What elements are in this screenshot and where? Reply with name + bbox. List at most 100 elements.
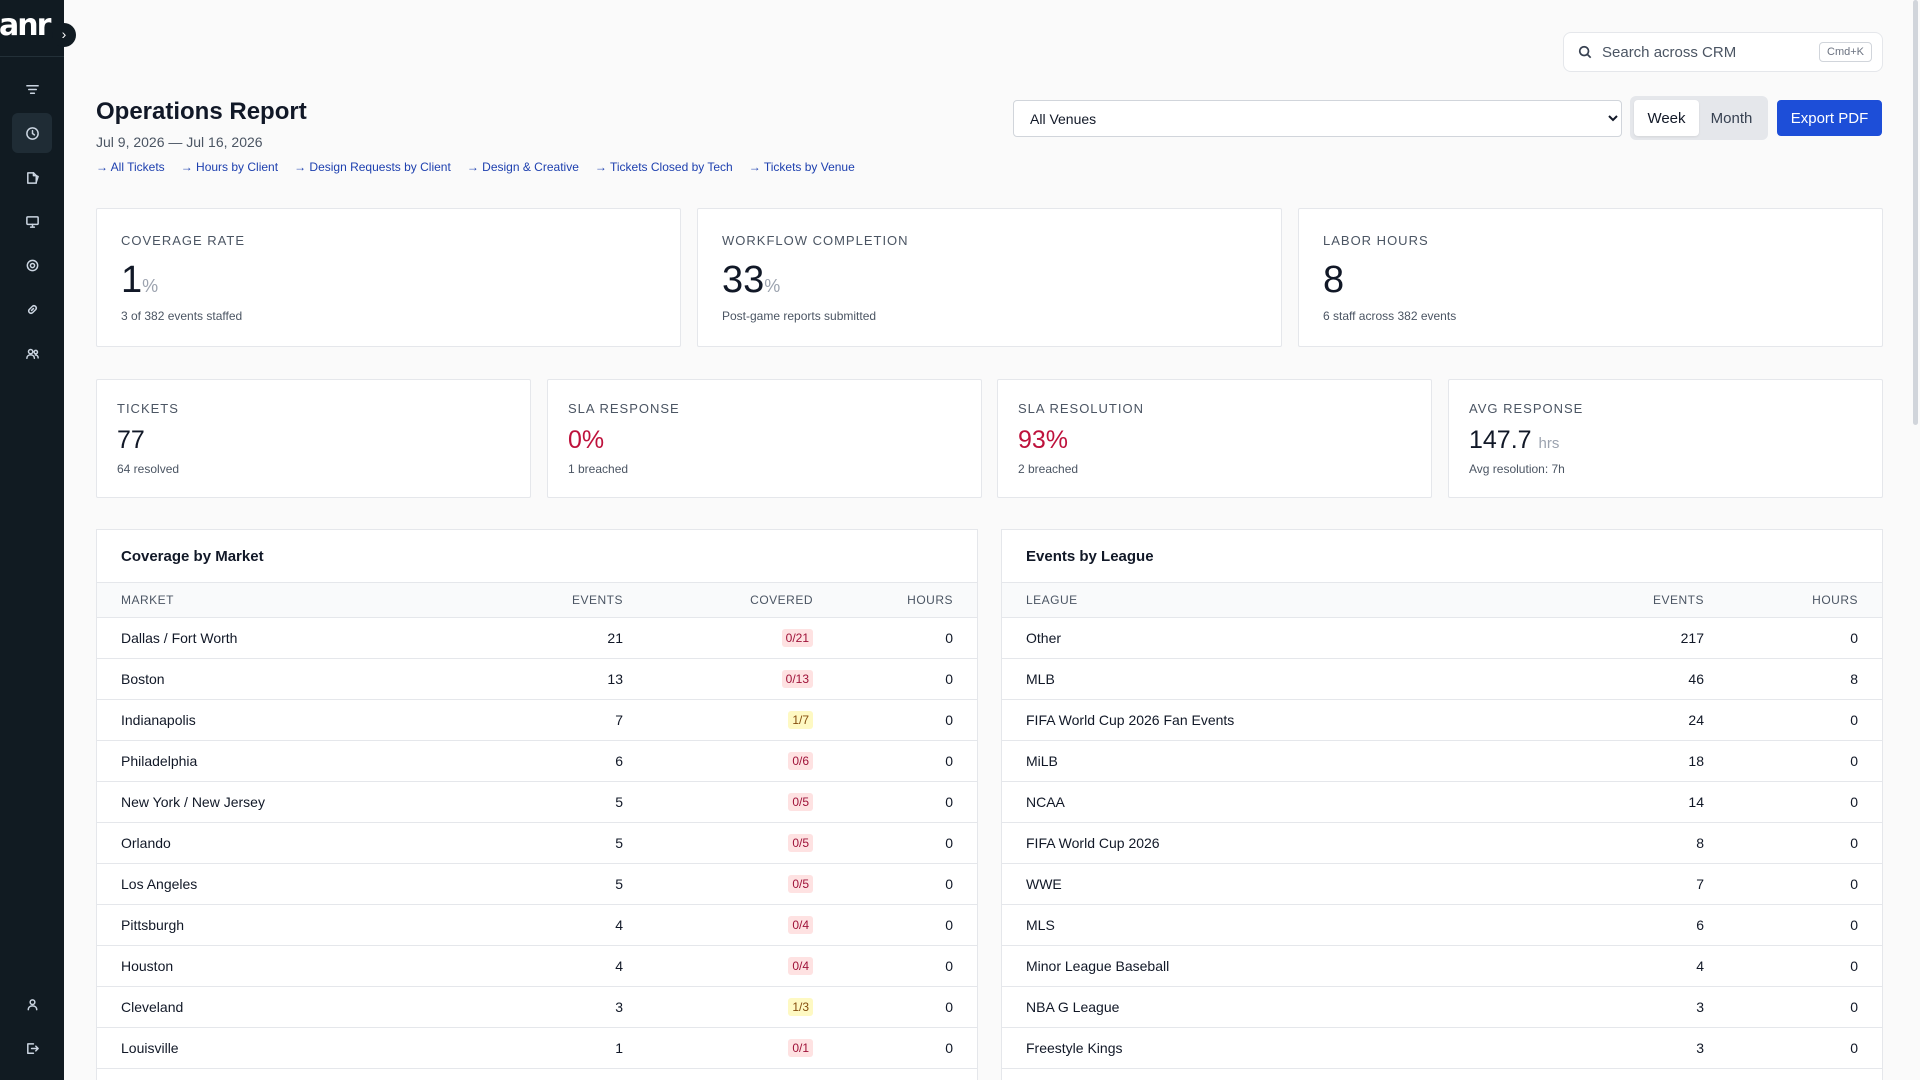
market-name: Philadelphia <box>121 752 198 769</box>
table-row[interactable]: New York / New Jersey 5 0/5 0 <box>97 781 977 822</box>
kpi-sla-resolution: SLA Resolution 93% 2 breached <box>997 379 1432 498</box>
kpi-number: 0% <box>568 426 605 454</box>
table-row[interactable]: WWE 7 0 <box>1002 863 1882 904</box>
league-hours: 0 <box>1850 1039 1858 1056</box>
kpi-label: Avg Response <box>1469 401 1584 416</box>
league-events: 24 <box>1688 711 1704 728</box>
sidebar-item-team[interactable] <box>12 333 52 373</box>
sidebar-item-integrations[interactable] <box>12 289 52 329</box>
user-icon <box>27 998 37 1010</box>
coverage-badge: 0/4 <box>788 915 813 934</box>
column-header-market[interactable]: Market <box>121 592 175 607</box>
page-scrollbar[interactable] <box>1913 0 1918 425</box>
market-events: 21 <box>607 629 623 646</box>
panel-title: Events by League <box>1002 530 1882 583</box>
table-row[interactable]: Cleveland 3 1/3 0 <box>97 986 977 1027</box>
sidebar: anr <box>0 0 64 1080</box>
sidebar-item-logout[interactable] <box>12 1028 52 1068</box>
table-row[interactable]: Philadelphia 6 0/6 0 <box>97 740 977 781</box>
table-row[interactable]: MiLB 18 0 <box>1002 740 1882 781</box>
market-hours: 0 <box>945 752 953 769</box>
league-name: NCAA <box>1026 793 1065 810</box>
table-row[interactable]: Freestyle Kings 3 0 <box>1002 1027 1882 1068</box>
table-row[interactable]: FIFA World Cup 2026 8 0 <box>1002 822 1882 863</box>
link-icon <box>27 304 37 314</box>
table-row[interactable]: MLB 46 8 <box>1002 658 1882 699</box>
sidebar-item-filters[interactable] <box>12 69 52 109</box>
table-row[interactable]: Orlando 5 0/5 0 <box>97 822 977 863</box>
league-events: 14 <box>1688 793 1704 810</box>
sidebar-collapse-button[interactable]: › <box>52 23 76 47</box>
market-covered: 1/7 <box>623 699 813 740</box>
league-hours: 0 <box>1850 629 1858 646</box>
kpi-avg-response: Avg Response 147.7 hrs Avg resolution: 7… <box>1448 379 1883 498</box>
table-header-row: League Events Hours <box>1002 583 1882 617</box>
market-hours: 0 <box>945 670 953 687</box>
kpi-label: Coverage Rate <box>121 233 246 248</box>
kpi-unit: % <box>764 276 781 296</box>
table-row[interactable]: Pittsburgh 4 0/4 0 <box>97 904 977 945</box>
kpi-subtext: 3 of 382 events staffed <box>121 309 243 323</box>
link-design-requests-by-client[interactable]: Design Requests by Client <box>294 160 450 174</box>
market-covered: 0/5 <box>623 863 813 904</box>
kpi-unit: hrs <box>1538 435 1560 452</box>
link-hours-by-client[interactable]: Hours by Client <box>181 160 278 174</box>
venue-select[interactable]: All Venues <box>1013 100 1622 137</box>
league-hours: 0 <box>1850 875 1858 892</box>
league-events: 46 <box>1688 670 1704 687</box>
market-events: 6 <box>615 752 623 769</box>
sidebar-item-documents[interactable] <box>12 157 52 197</box>
market-events: 13 <box>607 670 623 687</box>
table-row[interactable]: NBA G League 3 0 <box>1002 986 1882 1027</box>
league-hours: 0 <box>1850 752 1858 769</box>
kpi-subtext: 2 breached <box>1018 462 1079 476</box>
coverage-badge: 0/5 <box>788 833 813 852</box>
table-row[interactable]: Indianapolis 7 1/7 0 <box>97 699 977 740</box>
market-hours: 0 <box>945 711 953 728</box>
sidebar-item-profile[interactable] <box>12 984 52 1024</box>
link-design-creative[interactable]: Design & Creative <box>467 160 579 174</box>
export-pdf-button[interactable]: Export PDF <box>1777 100 1882 136</box>
table-row[interactable]: Minor League Baseball 4 0 <box>1002 945 1882 986</box>
users-icon <box>25 348 39 359</box>
brand-logo[interactable]: anr <box>0 12 64 46</box>
table-row[interactable]: MLS 6 0 <box>1002 904 1882 945</box>
market-hours: 0 <box>945 834 953 851</box>
search-input[interactable] <box>1602 43 1812 61</box>
table-row[interactable]: Los Angeles 5 0/5 0 <box>97 863 977 904</box>
sidebar-item-reports[interactable] <box>12 113 52 153</box>
period-month-button[interactable]: Month <box>1710 109 1753 127</box>
link-all-tickets[interactable]: All Tickets <box>96 160 165 174</box>
link-tickets-closed-by-tech[interactable]: Tickets Closed by Tech <box>595 160 733 174</box>
market-events: 5 <box>615 834 623 851</box>
column-header-events[interactable]: Events <box>571 592 623 607</box>
table-row[interactable]: NCAA 14 0 <box>1002 781 1882 822</box>
global-search[interactable]: Cmd+K <box>1563 32 1883 72</box>
coverage-badge: 0/6 <box>788 751 813 770</box>
league-name: Other <box>1026 629 1062 646</box>
events-by-league-panel: Events by League League Events Hours Oth… <box>1001 529 1883 1080</box>
sidebar-item-displays[interactable] <box>12 201 52 241</box>
table-header-row: Market Events Covered Hours <box>97 583 977 617</box>
sidebar-item-settings[interactable] <box>12 245 52 285</box>
table-row[interactable]: Other 217 0 <box>1002 617 1882 658</box>
column-header-league[interactable]: League <box>1026 592 1078 607</box>
league-name: Freestyle Kings <box>1026 1039 1123 1056</box>
column-header-events[interactable]: Events <box>1652 592 1704 607</box>
market-covered: 0/4 <box>623 945 813 986</box>
table-row[interactable]: Dallas / Fort Worth 21 0/21 0 <box>97 617 977 658</box>
kpi-number: 147.7 <box>1469 426 1532 454</box>
market-name: Dallas / Fort Worth <box>121 629 238 646</box>
table-row[interactable]: Houston 4 0/4 0 <box>97 945 977 986</box>
coverage-badge: 0/5 <box>788 792 813 811</box>
table-row[interactable]: Louisville 1 0/1 0 <box>97 1027 977 1068</box>
table-row[interactable]: Boston 13 0/13 0 <box>97 658 977 699</box>
league-events: 6 <box>1696 916 1704 933</box>
column-header-hours[interactable]: Hours <box>1812 592 1858 607</box>
table-row[interactable]: FIFA World Cup 2026 Fan Events 24 0 <box>1002 699 1882 740</box>
link-tickets-by-venue[interactable]: Tickets by Venue <box>749 160 855 174</box>
column-header-covered[interactable]: Covered <box>750 592 813 607</box>
period-week-button[interactable]: Week <box>1634 100 1699 136</box>
column-header-hours[interactable]: Hours <box>907 592 953 607</box>
kpi-subtext: 64 resolved <box>117 462 180 476</box>
